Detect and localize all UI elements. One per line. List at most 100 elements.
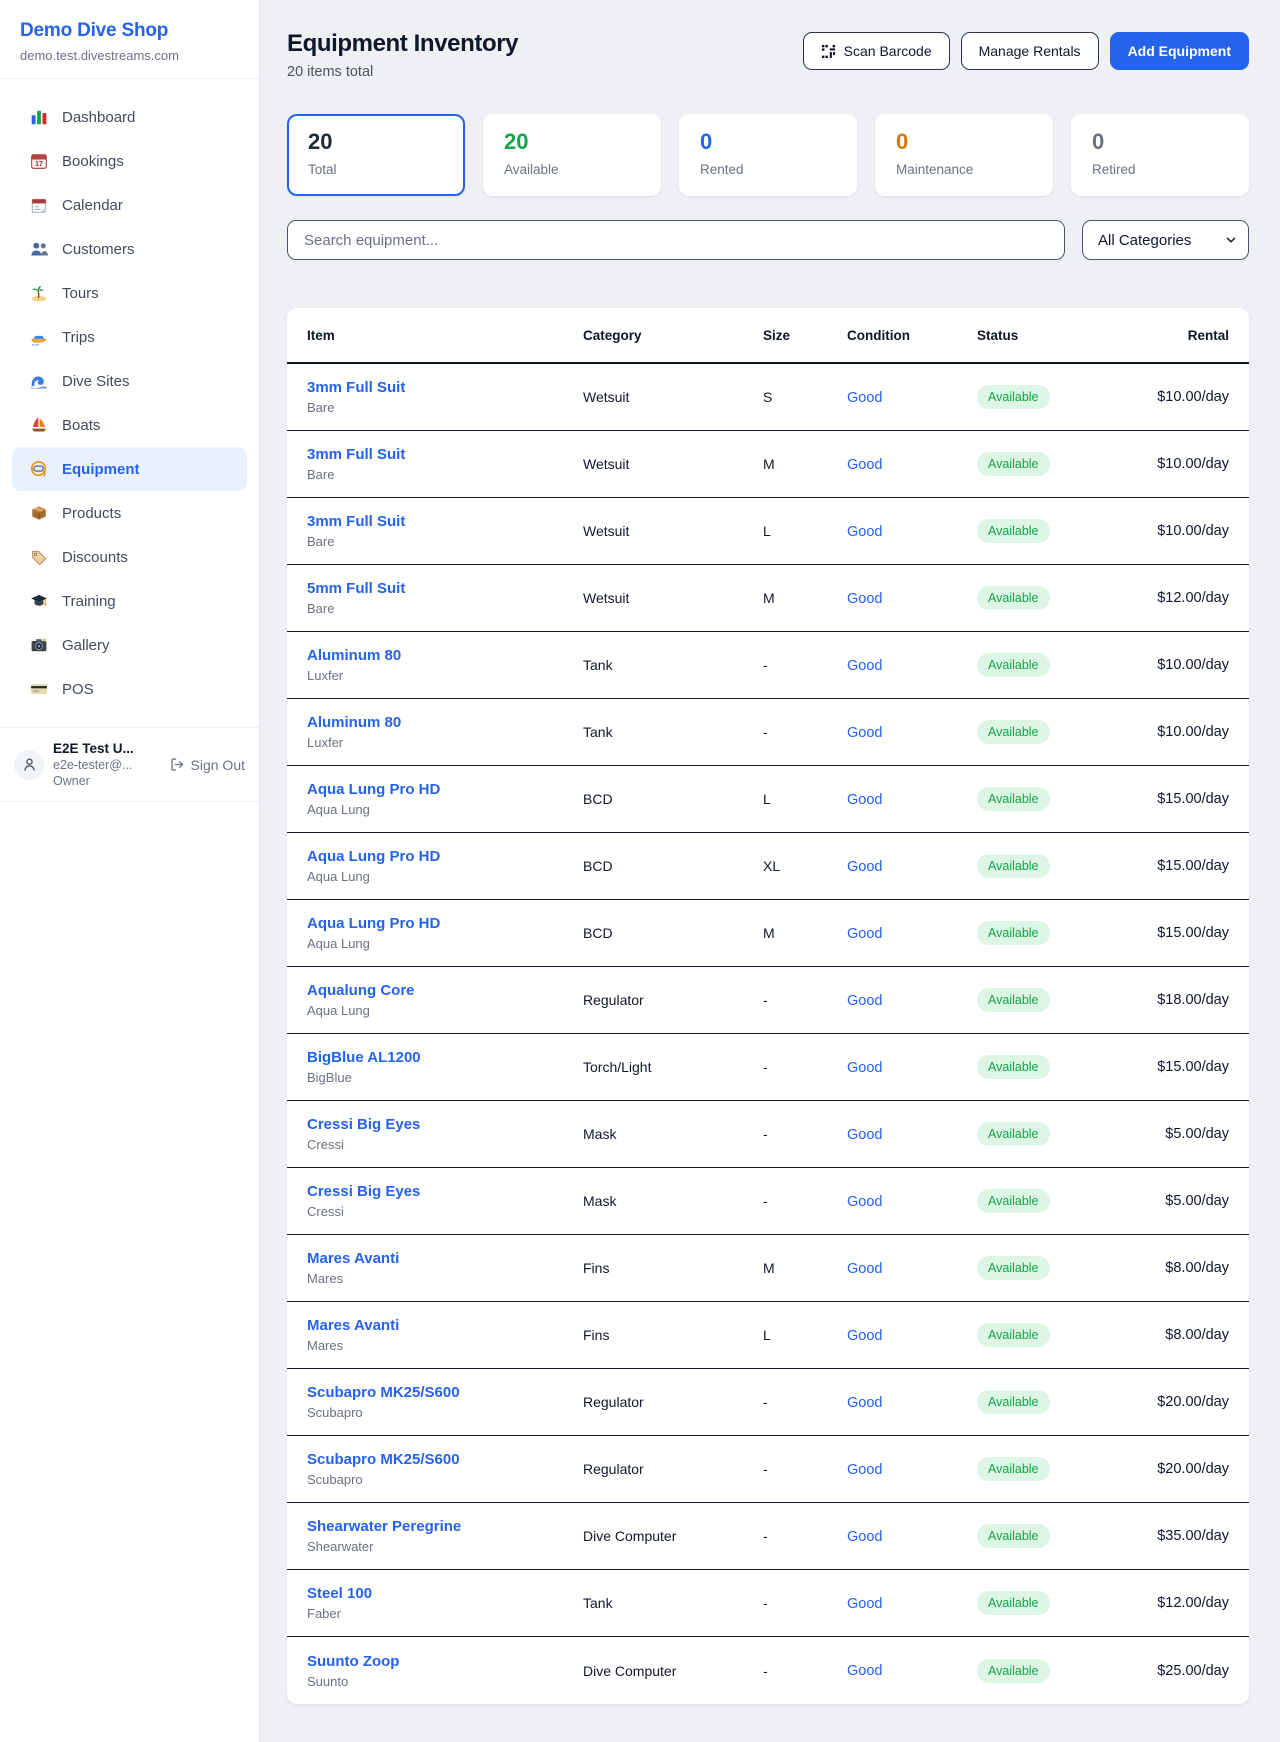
category-cell: Mask	[583, 1126, 617, 1142]
manage-rentals-button[interactable]: Manage Rentals	[960, 32, 1099, 70]
stat-value-retired: 0	[1092, 129, 1105, 154]
condition-cell: Good	[847, 1394, 977, 1411]
size-cell: M	[763, 456, 775, 472]
rental-price: $8.00/day	[1165, 1327, 1229, 1343]
item-brand: BigBlue	[307, 1070, 352, 1085]
item-name-link[interactable]: BigBlue AL1200	[307, 1049, 421, 1066]
sidebar-item-dive-sites[interactable]: Dive Sites	[12, 359, 247, 403]
item-name-link[interactable]: Aqualung Core	[307, 982, 415, 999]
scan-barcode-button[interactable]: Scan Barcode	[802, 32, 950, 70]
condition-link[interactable]: Good	[847, 925, 883, 942]
condition-cell: Good	[847, 1327, 977, 1344]
sidebar-item-training[interactable]: Training	[12, 579, 247, 623]
sidebar-item-discounts[interactable]: Discounts	[12, 535, 247, 579]
item-name-link[interactable]: Steel 100	[307, 1585, 373, 1602]
item-brand: Scubapro	[307, 1472, 363, 1487]
stat-card-maintenance[interactable]: 0 Maintenance	[875, 114, 1053, 196]
condition-link[interactable]: Good	[847, 389, 883, 406]
item-cell: Aluminum 80 Luxfer	[307, 647, 583, 683]
sidebar-item-gallery[interactable]: Gallery	[12, 623, 247, 667]
item-name-link[interactable]: Aqua Lung Pro HD	[307, 781, 441, 798]
category-cell: Fins	[583, 1260, 610, 1276]
condition-link[interactable]: Good	[847, 1461, 883, 1478]
category-cell: Tank	[583, 724, 613, 740]
sidebar-item-equipment[interactable]: Equipment	[12, 447, 247, 491]
item-name-link[interactable]: 3mm Full Suit	[307, 379, 406, 396]
condition-cell: Good	[847, 724, 977, 741]
stat-card-rented[interactable]: 0 Rented	[679, 114, 857, 196]
pos-icon	[30, 680, 48, 698]
table-row: 3mm Full Suit Bare Wetsuit M Good Available $1…	[287, 431, 1249, 498]
sign-out-button[interactable]: Sign Out	[170, 757, 245, 773]
table-row: Cressi Big Eyes Cressi Mask - Good Available $…	[287, 1168, 1249, 1235]
stat-card-retired[interactable]: 0 Retired	[1071, 114, 1249, 196]
main-content: Equipment Inventory 20 items total Scan …	[260, 0, 1280, 1742]
sidebar-item-customers[interactable]: Customers	[12, 227, 247, 271]
item-name-link[interactable]: Mares Avanti	[307, 1250, 400, 1267]
condition-link[interactable]: Good	[847, 1528, 883, 1545]
item-name-link[interactable]: Aqua Lung Pro HD	[307, 848, 441, 865]
item-cell: Aqua Lung Pro HD Aqua Lung	[307, 915, 583, 951]
item-name-link[interactable]: Aluminum 80	[307, 647, 402, 664]
sidebar-item-pos[interactable]: POS	[12, 667, 247, 711]
condition-link[interactable]: Good	[847, 1595, 883, 1612]
item-name-link[interactable]: Cressi Big Eyes	[307, 1183, 421, 1200]
category-select[interactable]: All Categories	[1082, 220, 1249, 260]
brand-name[interactable]: Demo Dive Shop	[20, 20, 169, 41]
condition-link[interactable]: Good	[847, 1663, 883, 1679]
item-name-link[interactable]: Suunto Zoop	[307, 1652, 400, 1670]
condition-link[interactable]: Good	[847, 1193, 883, 1210]
item-name-link[interactable]: 3mm Full Suit	[307, 513, 406, 530]
condition-link[interactable]: Good	[847, 791, 883, 808]
item-name-link[interactable]: 3mm Full Suit	[307, 446, 406, 463]
condition-link[interactable]: Good	[847, 590, 883, 607]
condition-link[interactable]: Good	[847, 1394, 883, 1411]
sidebar-item-bookings[interactable]: 17 Bookings	[12, 139, 247, 183]
item-name-link[interactable]: Aluminum 80	[307, 714, 402, 731]
condition-link[interactable]: Good	[847, 657, 883, 674]
status-cell: Available	[977, 1189, 1129, 1213]
item-name-link[interactable]: 5mm Full Suit	[307, 580, 406, 597]
size-cell: L	[763, 1327, 771, 1343]
item-name-link[interactable]: Scubapro MK25/S600	[307, 1451, 460, 1468]
condition-cell: Good	[847, 992, 977, 1009]
table-row: Mares Avanti Mares Fins L Good Available $8.00…	[287, 1302, 1249, 1369]
item-name-link[interactable]: Mares Avanti	[307, 1317, 400, 1334]
condition-link[interactable]: Good	[847, 858, 883, 875]
condition-cell: Good	[847, 1193, 977, 1210]
condition-link[interactable]: Good	[847, 1126, 883, 1143]
rental-price: $15.00/day	[1157, 791, 1229, 807]
search-input[interactable]	[287, 220, 1065, 260]
item-cell: 3mm Full Suit Bare	[307, 513, 583, 549]
condition-link[interactable]: Good	[847, 992, 883, 1009]
barcode-scan-icon	[821, 44, 835, 58]
sidebar-item-boats[interactable]: Boats	[12, 403, 247, 447]
status-cell: Available	[977, 1658, 1129, 1683]
condition-link[interactable]: Good	[847, 724, 883, 741]
condition-link[interactable]: Good	[847, 1327, 883, 1344]
training-icon	[30, 592, 48, 610]
condition-link[interactable]: Good	[847, 1260, 883, 1277]
sidebar-item-dashboard[interactable]: Dashboard	[12, 95, 247, 139]
sidebar-item-calendar[interactable]: Calendar	[12, 183, 247, 227]
stat-value-available: 20	[504, 129, 529, 154]
item-brand: Suunto	[307, 1673, 349, 1689]
sidebar-item-tours[interactable]: Tours	[12, 271, 247, 315]
status-badge: Available	[977, 1658, 1050, 1683]
size-cell: -	[763, 1126, 768, 1142]
item-name-link[interactable]: Shearwater Peregrine	[307, 1518, 462, 1535]
item-cell: Steel 100 Faber	[307, 1585, 583, 1621]
status-badge: Available	[977, 1524, 1050, 1548]
item-name-link[interactable]: Aqua Lung Pro HD	[307, 915, 441, 932]
stat-card-total[interactable]: 20 Total	[287, 114, 465, 196]
sidebar-item-products[interactable]: Products	[12, 491, 247, 535]
stat-card-available[interactable]: 20 Available	[483, 114, 661, 196]
condition-link[interactable]: Good	[847, 523, 883, 540]
condition-link[interactable]: Good	[847, 1059, 883, 1076]
condition-link[interactable]: Good	[847, 456, 883, 473]
add-equipment-button[interactable]: Add Equipment	[1109, 32, 1249, 70]
sign-out-label: Sign Out	[190, 756, 245, 773]
item-name-link[interactable]: Cressi Big Eyes	[307, 1116, 421, 1133]
sidebar-item-trips[interactable]: Trips	[12, 315, 247, 359]
item-name-link[interactable]: Scubapro MK25/S600	[307, 1384, 460, 1401]
